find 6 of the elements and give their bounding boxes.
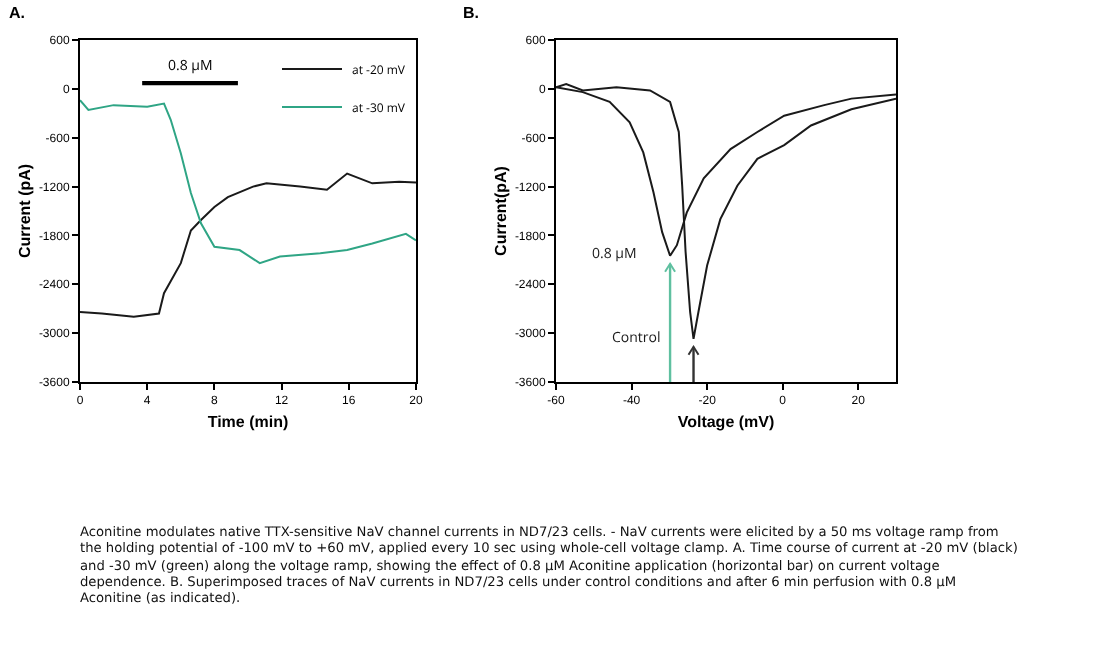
y-axis-title: Current(pA): [492, 165, 511, 256]
chart-title: B.: [463, 4, 479, 23]
x-axis-title: Time (min): [207, 412, 289, 431]
x-axis-title: Voltage (mV): [677, 412, 775, 431]
y-axis-title: Current (pA): [16, 163, 35, 259]
chart-title: A.: [9, 4, 25, 23]
